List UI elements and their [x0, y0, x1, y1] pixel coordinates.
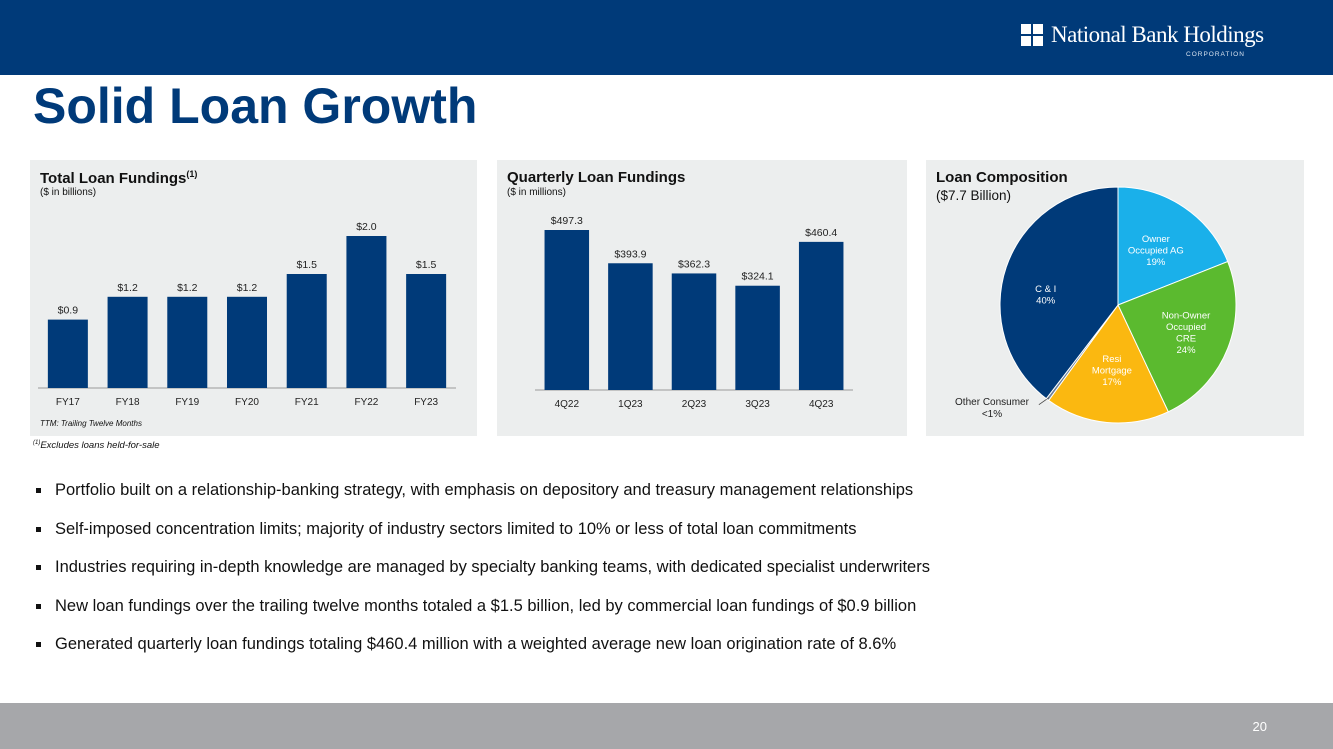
x-tick-label: FY17	[56, 397, 80, 408]
bar-FY18	[107, 296, 148, 388]
loan-composition-panel: Loan Composition ($7.7 Billion) Owner Occ…	[926, 160, 1304, 436]
pie-label: 24%	[1177, 345, 1197, 356]
bar-FY23	[406, 274, 447, 388]
pie-label: 17%	[1102, 377, 1122, 388]
bar-1Q23	[608, 263, 653, 390]
data-label: $362.3	[678, 258, 710, 270]
pie-label: 19%	[1146, 257, 1166, 268]
x-tick-label: FY22	[354, 397, 378, 408]
data-label: $0.9	[58, 305, 79, 317]
logo-sub: CORPORATION	[1186, 51, 1245, 58]
pie-label: CRE	[1176, 334, 1196, 345]
logo-name: National Bank Holdings	[1051, 22, 1264, 47]
pie-label: Other Consumer	[955, 397, 1030, 408]
footnote: (1)Excludes loans held-for-sale	[33, 440, 160, 452]
chart-title: Loan Composition	[936, 169, 1068, 186]
data-label: $1.5	[296, 259, 317, 271]
data-label: $497.3	[551, 215, 583, 227]
pie-label: C & I	[1035, 284, 1056, 295]
bullet-item: Generated quarterly loan fundings totali…	[36, 635, 930, 674]
data-label: $393.9	[614, 248, 646, 260]
x-tick-label: FY19	[175, 397, 199, 408]
x-tick-label: 4Q22	[555, 399, 580, 410]
chart-title: Total Loan Fundings(1)	[40, 169, 198, 187]
leader-line	[1038, 397, 1050, 406]
bullet-item: Portfolio built on a relationship-bankin…	[36, 481, 930, 520]
pie-slice-resi-mortgage	[1047, 304, 1169, 424]
header-band: National Bank Holdings CORPORATION	[0, 0, 1333, 75]
data-label: $1.2	[237, 282, 258, 294]
x-tick-label: FY23	[414, 397, 438, 408]
x-tick-label: 3Q23	[745, 399, 770, 410]
pie-label: Occupied	[1166, 322, 1206, 333]
total-loan-fundings-chart: $0.9 FY17 $1.2 FY18 $1.2 FY19 $1.2 FY20 $1.5 FY21…	[38, 221, 456, 408]
quarterly-loan-fundings-chart: $497.3 4Q22 $393.9 1Q23 $362.3 2Q23 $324.1 3Q23…	[535, 215, 853, 410]
data-label: $324.1	[742, 271, 774, 283]
ttm-note: TTM: Trailing Twelve Months	[40, 419, 142, 428]
data-label: $1.5	[416, 259, 437, 271]
bar-FY19	[167, 296, 208, 388]
four-squares-icon	[1021, 24, 1044, 47]
footer-band: 20	[0, 703, 1333, 749]
x-tick-label: 1Q23	[618, 399, 643, 410]
bar-2Q23	[671, 273, 717, 390]
pie-label: 40%	[1036, 296, 1056, 307]
data-label: $1.2	[117, 282, 138, 294]
chart-subtitle: ($ in billions)	[40, 187, 97, 198]
data-label: $460.4	[805, 227, 837, 239]
bar-3Q23	[735, 285, 780, 390]
x-tick-label: FY20	[235, 397, 259, 408]
bar-4Q23	[798, 241, 844, 390]
bullet-list: Portfolio built on a relationship-bankin…	[36, 481, 930, 674]
bar-FY20	[226, 296, 268, 388]
chart-subtitle: ($ in millions)	[507, 187, 566, 198]
chart-title: Quarterly Loan Fundings	[507, 169, 686, 186]
bullet-item: New loan fundings over the trailing twel…	[36, 597, 930, 636]
bullet-item: Self-imposed concentration limits; major…	[36, 520, 930, 559]
bullet-square-icon	[36, 603, 41, 609]
bullet-square-icon	[36, 565, 41, 570]
bullet-item: Industries requiring in-depth knowledge …	[36, 558, 930, 597]
x-tick-label: FY18	[116, 397, 140, 408]
pie-slice-non-owner-occupied-cre	[1117, 260, 1237, 413]
page-title: Solid Loan Growth	[33, 78, 478, 134]
pie-label: Non-Owner	[1162, 311, 1211, 322]
pie-label: <1%	[982, 409, 1002, 420]
bar-FY22	[346, 236, 387, 388]
pie-slice-c-i	[999, 186, 1119, 400]
page-number: 20	[1252, 719, 1267, 734]
bullet-square-icon	[36, 642, 41, 647]
bar-FY21	[286, 274, 327, 388]
bullet-square-icon	[36, 488, 41, 493]
x-tick-label: 4Q23	[809, 399, 834, 410]
pie-label: Mortgage	[1092, 366, 1132, 377]
total-loan-fundings-panel: Total Loan Fundings(1) ($ in billions) $…	[30, 160, 477, 436]
chart-subtitle: ($7.7 Billion)	[936, 188, 1012, 203]
pie-slice-owner-occupied-ag	[1117, 186, 1229, 306]
x-tick-label: FY21	[295, 397, 319, 408]
pie-label: Owner	[1142, 234, 1170, 245]
bar-FY17	[47, 319, 88, 388]
data-label: $2.0	[356, 221, 377, 233]
pie-label: Occupied AG	[1128, 245, 1184, 256]
bullet-square-icon	[36, 526, 41, 532]
data-label: $1.2	[177, 282, 198, 294]
x-tick-label: 2Q23	[682, 399, 707, 410]
bar-4Q22	[544, 230, 590, 390]
company-logo[interactable]: National Bank Holdings CORPORATION	[1021, 22, 1281, 62]
pie-label: Resi	[1102, 354, 1121, 365]
quarterly-loan-fundings-panel: Quarterly Loan Fundings ($ in millions) …	[497, 160, 907, 436]
